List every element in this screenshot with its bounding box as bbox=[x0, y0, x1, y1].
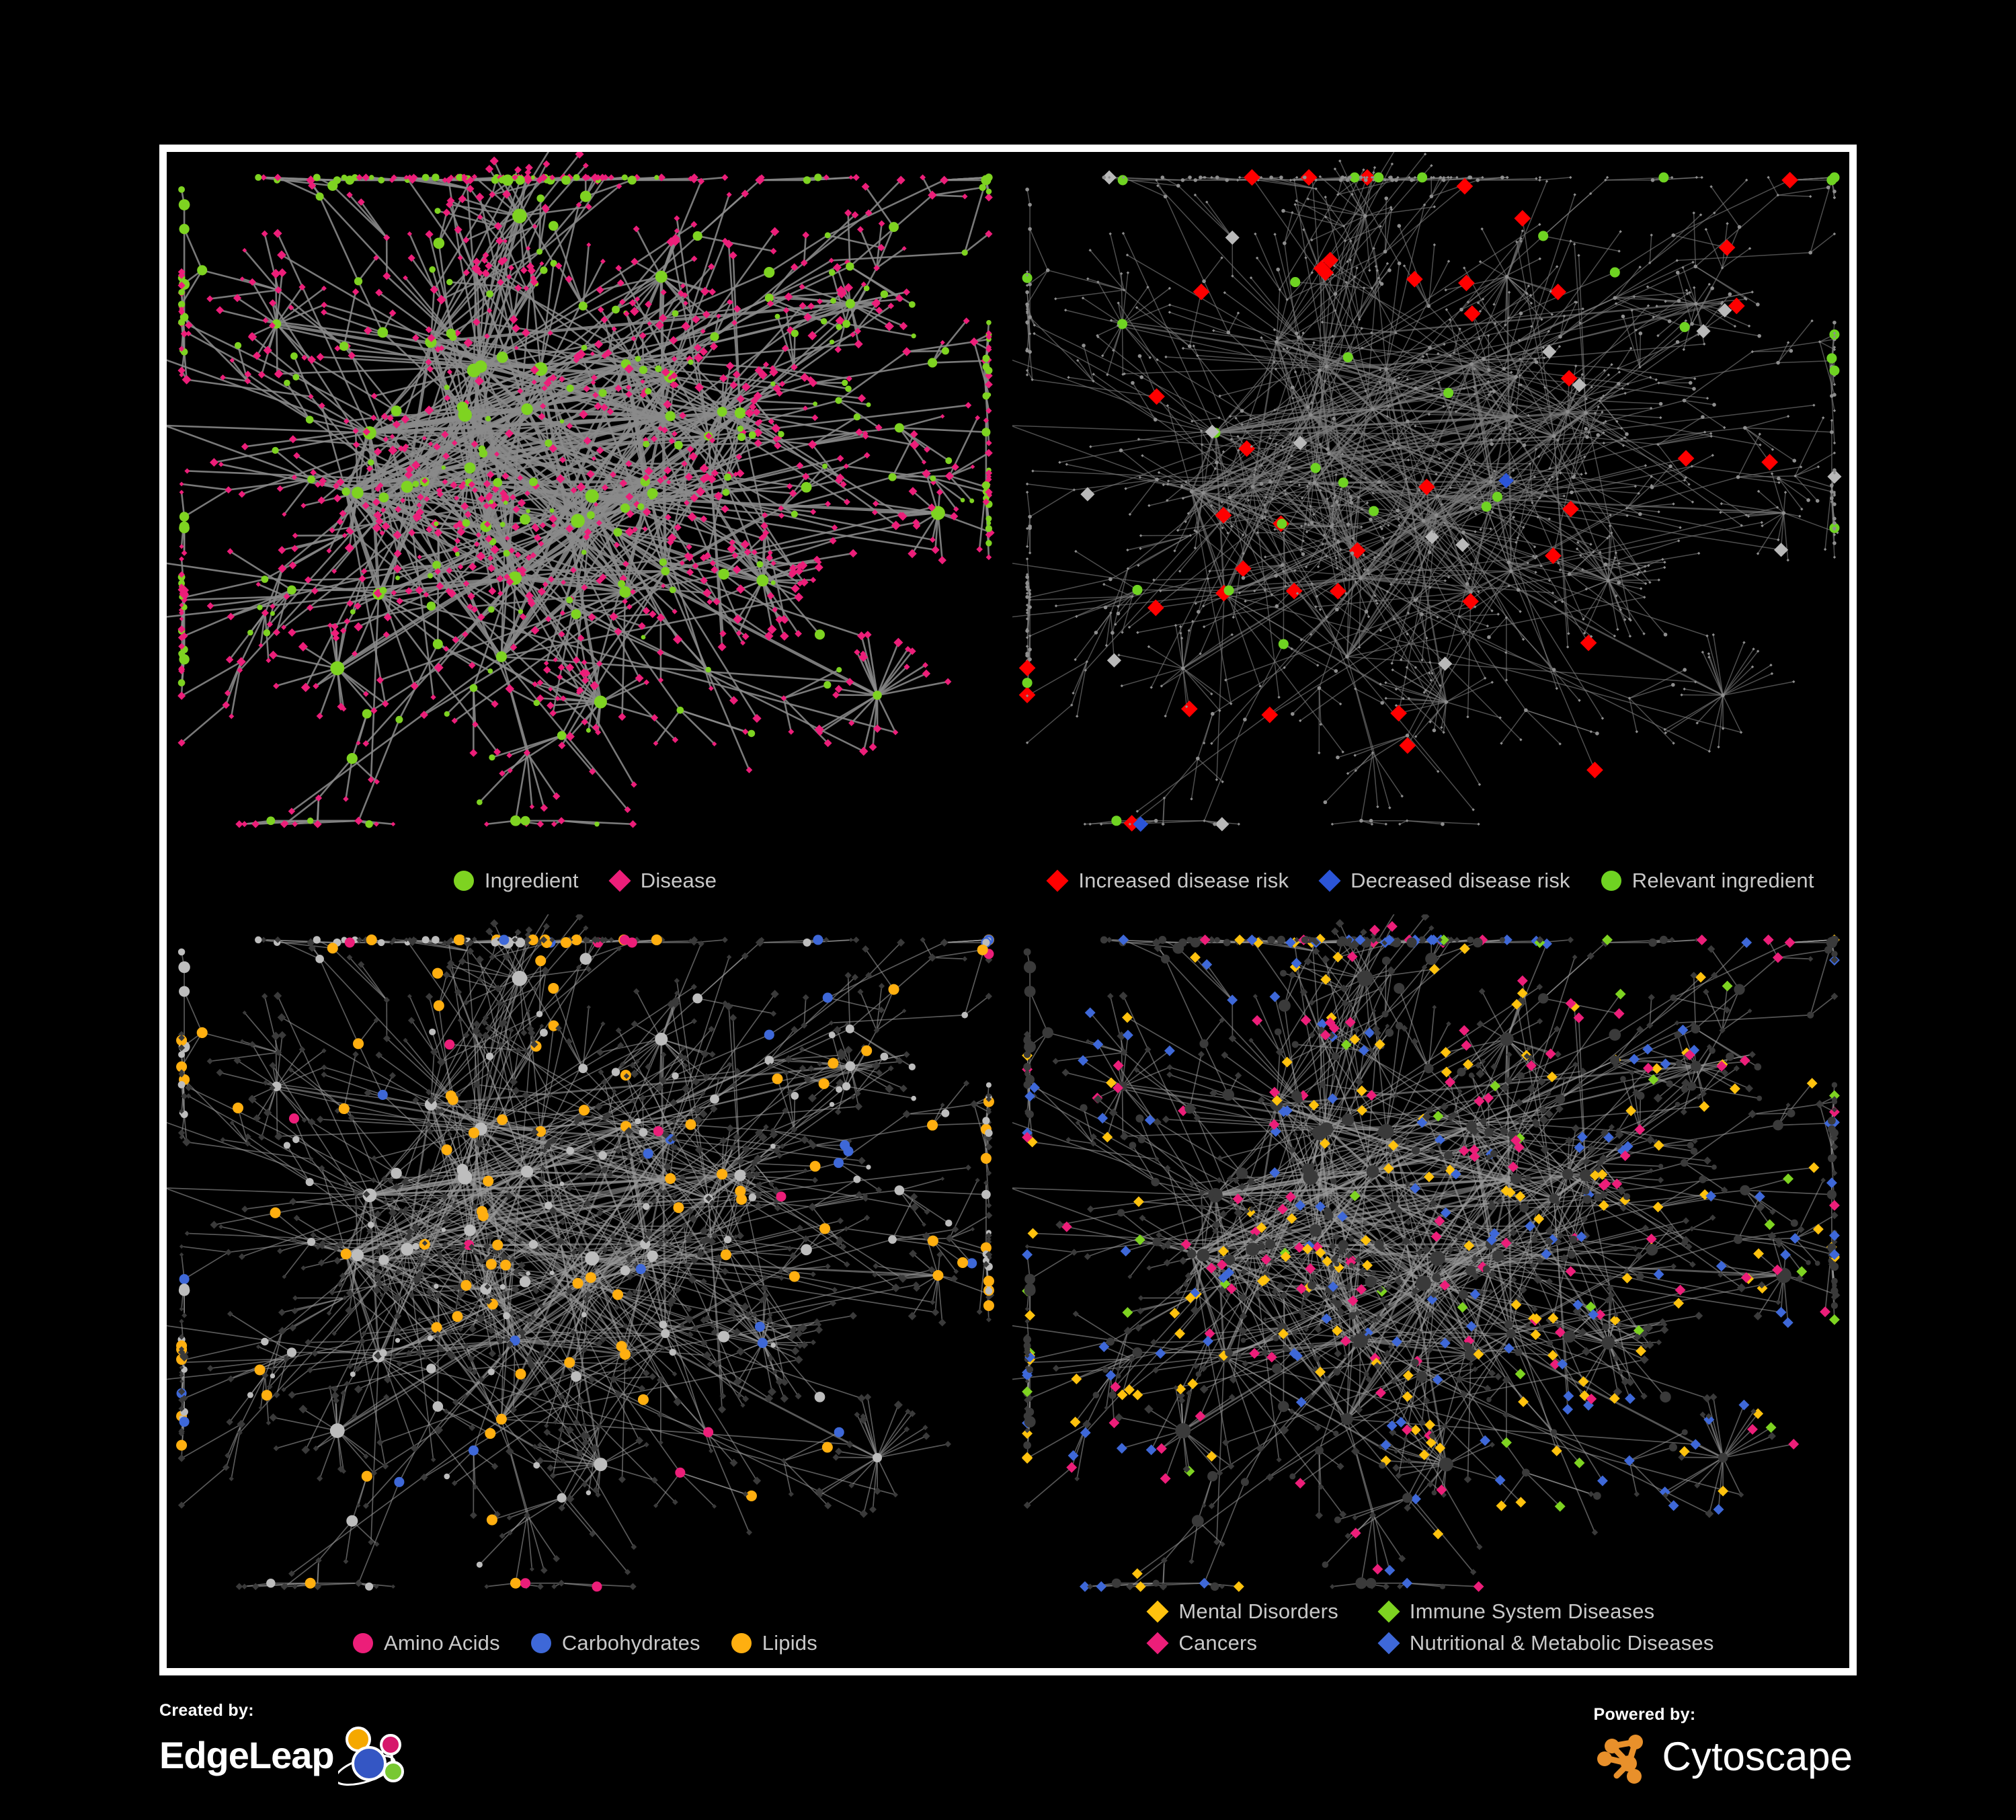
diamond-swatch-icon bbox=[608, 869, 631, 892]
legend-label: Disease bbox=[640, 869, 717, 892]
legend-item-nutritional-metabolic-diseases: Nutritional & Metabolic Diseases bbox=[1377, 1631, 1714, 1655]
powered-by-label: Powered by: bbox=[1593, 1705, 1696, 1724]
legend-item-relevant-ingredient: Relevant ingredient bbox=[1601, 870, 1814, 891]
network-canvas-panel-1 bbox=[167, 152, 1004, 906]
created-by-label: Created by: bbox=[159, 1701, 254, 1720]
legend-label: Increased disease risk bbox=[1078, 869, 1289, 892]
cytoscape-wordmark: Cytoscape bbox=[1662, 1734, 1853, 1779]
legend-label: Carbohydrates bbox=[561, 1631, 700, 1655]
panel-disease-classes: Mental Disorders Immune System Diseases Ca… bbox=[1012, 914, 1849, 1668]
legend-label: Lipids bbox=[762, 1631, 817, 1655]
panel-ingredient-classes: Amino Acids Carbohydrates Lipids bbox=[167, 914, 1004, 1668]
diamond-swatch-icon bbox=[1046, 869, 1069, 892]
network-canvas-panel-3 bbox=[167, 914, 1004, 1668]
legend-label: Nutritional & Metabolic Diseases bbox=[1409, 1631, 1714, 1655]
created-by-edgeleap: Created by: EdgeLeap bbox=[159, 1702, 413, 1786]
panel-disease-risk: Increased disease risk Decreased disease … bbox=[1012, 152, 1849, 906]
powered-by-cytoscape: Powered by: Cytosc bbox=[1594, 1706, 1853, 1785]
circle-swatch-icon bbox=[731, 1632, 752, 1653]
circle-swatch-icon bbox=[530, 1632, 551, 1653]
figure-footer: Created by: EdgeLeap Powered by: bbox=[159, 1681, 1857, 1815]
legend-item-decreased-disease-risk: Decreased disease risk bbox=[1318, 869, 1570, 892]
legend-label: Ingredient bbox=[484, 869, 579, 892]
circle-swatch-icon bbox=[353, 1632, 374, 1653]
diamond-swatch-icon bbox=[1146, 1631, 1169, 1655]
legend-item-carbohydrates: Carbohydrates bbox=[530, 1631, 700, 1655]
legend-label: Immune System Diseases bbox=[1409, 1599, 1655, 1623]
legend-item-mental-disorders: Mental Disorders bbox=[1146, 1599, 1338, 1623]
legend-item-cancers: Cancers bbox=[1146, 1631, 1338, 1655]
legend-panel-1: Ingredient Disease bbox=[167, 869, 1004, 892]
legend-panel-4: Mental Disorders Immune System Diseases Ca… bbox=[1012, 1599, 1849, 1655]
legend-item-increased-disease-risk: Increased disease risk bbox=[1046, 869, 1289, 892]
circle-swatch-icon bbox=[1601, 870, 1621, 891]
legend-item-ingredient: Ingredient bbox=[453, 869, 579, 892]
edgeleap-wordmark: EdgeLeap bbox=[159, 1734, 335, 1776]
legend-item-amino-acids: Amino Acids bbox=[353, 1632, 500, 1653]
legend-item-immune-system-diseases: Immune System Diseases bbox=[1377, 1599, 1714, 1623]
legend-label: Cancers bbox=[1178, 1631, 1258, 1655]
figure-frame: Ingredient Disease Increased disease risk… bbox=[159, 145, 1857, 1675]
diamond-swatch-icon bbox=[1146, 1599, 1169, 1623]
network-canvas-panel-4 bbox=[1012, 914, 1849, 1668]
legend-label: Mental Disorders bbox=[1178, 1599, 1338, 1623]
circle-swatch-icon bbox=[453, 870, 474, 891]
legend-item-disease: Disease bbox=[608, 869, 717, 892]
cytoscape-icon bbox=[1597, 1735, 1643, 1784]
legend-panel-2: Increased disease risk Decreased disease … bbox=[1012, 869, 1849, 892]
edgeleap-network-icon bbox=[337, 1727, 404, 1786]
diamond-swatch-icon bbox=[1377, 1599, 1400, 1623]
panel-ingredient-disease: Ingredient Disease bbox=[167, 152, 1004, 906]
legend-label: Relevant ingredient bbox=[1631, 869, 1814, 892]
diamond-swatch-icon bbox=[1318, 869, 1341, 892]
legend-label: Amino Acids bbox=[384, 1631, 500, 1655]
legend-item-lipids: Lipids bbox=[731, 1632, 817, 1653]
network-canvas-panel-2 bbox=[1012, 152, 1849, 906]
legend-panel-3: Amino Acids Carbohydrates Lipids bbox=[167, 1632, 1004, 1653]
diamond-swatch-icon bbox=[1377, 1631, 1400, 1655]
legend-label: Decreased disease risk bbox=[1350, 869, 1570, 892]
